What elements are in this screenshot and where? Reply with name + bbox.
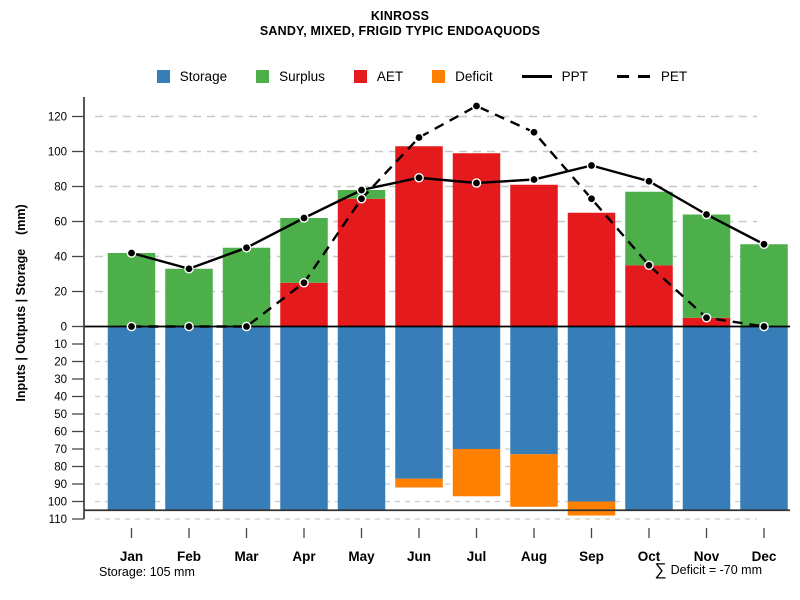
deficit-annotation: ∑ Deficit = -70 mm bbox=[655, 561, 762, 578]
svg-text:60: 60 bbox=[54, 217, 67, 229]
aet-swatch-icon bbox=[353, 70, 367, 83]
svg-text:100: 100 bbox=[48, 497, 67, 509]
legend-item-pet: PET bbox=[616, 69, 688, 84]
svg-text:50: 50 bbox=[54, 409, 67, 421]
svg-text:80: 80 bbox=[54, 462, 67, 474]
solid-line-icon bbox=[521, 75, 552, 78]
svg-text:Feb: Feb bbox=[177, 549, 201, 564]
legend-item-deficit: Deficit bbox=[432, 69, 493, 84]
svg-text:0: 0 bbox=[61, 322, 67, 334]
legend-label: Deficit bbox=[455, 69, 493, 84]
svg-text:Apr: Apr bbox=[292, 549, 316, 564]
legend-label: PET bbox=[660, 69, 688, 84]
svg-text:Jun: Jun bbox=[407, 549, 431, 564]
legend-item-aet: AET bbox=[353, 69, 404, 84]
storage-swatch-icon bbox=[156, 70, 170, 83]
legend-item-ppt: PPT bbox=[521, 69, 588, 84]
svg-text:70: 70 bbox=[54, 444, 67, 456]
chart-subtitle: SANDY, MIXED, FRIGID TYPIC ENDOAQUODS bbox=[259, 24, 541, 38]
svg-text:60: 60 bbox=[54, 427, 67, 439]
svg-text:Sep: Sep bbox=[579, 549, 604, 564]
dashed-line-icon bbox=[616, 75, 651, 78]
svg-text:Mar: Mar bbox=[234, 549, 259, 564]
legend-label: Surplus bbox=[279, 69, 325, 84]
svg-text:10: 10 bbox=[54, 339, 67, 351]
storage-annotation: Storage: 105 mm bbox=[99, 565, 195, 579]
surplus-swatch-icon bbox=[256, 70, 270, 83]
svg-text:110: 110 bbox=[49, 514, 67, 526]
chart-legend: Storage Surplus AET Deficit PPT PET bbox=[82, 68, 762, 85]
deficit-total-text: Deficit = -70 mm bbox=[670, 562, 762, 577]
legend-label: AET bbox=[376, 69, 404, 84]
svg-text:120: 120 bbox=[48, 112, 67, 124]
chart-title: KINROSS bbox=[370, 9, 430, 23]
legend-label: PPT bbox=[561, 69, 588, 84]
deficit-swatch-icon bbox=[432, 70, 446, 83]
svg-text:Nov: Nov bbox=[694, 549, 720, 564]
legend-item-storage: Storage bbox=[156, 69, 228, 84]
svg-text:Aug: Aug bbox=[521, 549, 547, 564]
svg-text:40: 40 bbox=[54, 252, 67, 264]
svg-text:Jan: Jan bbox=[120, 549, 143, 564]
svg-text:40: 40 bbox=[54, 392, 67, 404]
svg-text:80: 80 bbox=[54, 182, 67, 194]
sigma-symbol: ∑ bbox=[654, 560, 667, 579]
svg-text:20: 20 bbox=[54, 357, 67, 369]
svg-text:20: 20 bbox=[54, 287, 67, 299]
legend-label: Storage bbox=[179, 69, 228, 84]
svg-text:30: 30 bbox=[54, 374, 67, 386]
svg-text:May: May bbox=[348, 549, 375, 564]
svg-text:Jul: Jul bbox=[467, 549, 487, 564]
legend-item-surplus: Surplus bbox=[256, 69, 325, 84]
svg-text:90: 90 bbox=[54, 479, 67, 491]
svg-text:Oct: Oct bbox=[638, 549, 661, 564]
svg-text:100: 100 bbox=[48, 147, 67, 159]
svg-text:Dec: Dec bbox=[752, 549, 777, 564]
